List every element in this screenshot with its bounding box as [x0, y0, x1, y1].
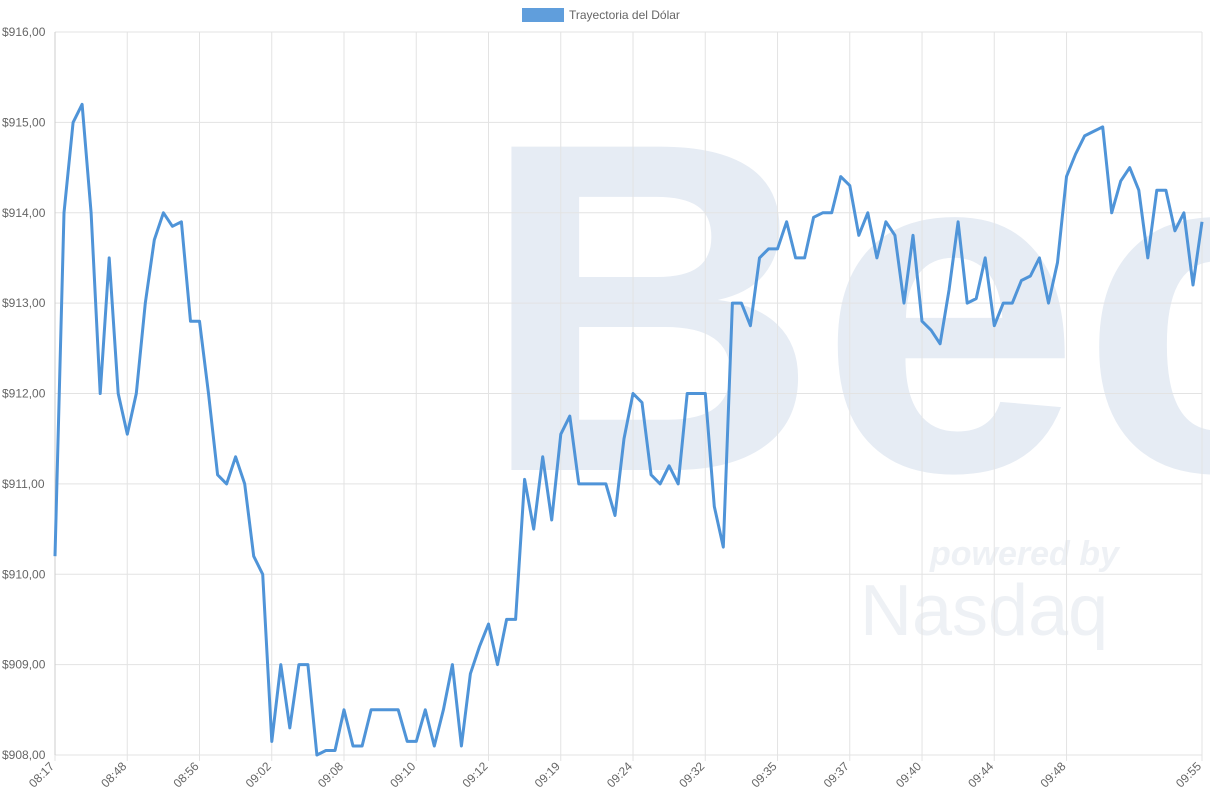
x-tick-label: 09:40 — [893, 759, 924, 790]
watermark-tagline: powered by — [929, 535, 1121, 573]
watermark-brand: Nasdaq — [860, 571, 1108, 651]
x-tick-label: 09:08 — [315, 759, 346, 790]
legend-item: Trayectoria del Dólar — [522, 8, 680, 22]
x-tick-label: 08:17 — [26, 759, 57, 790]
line-series — [53, 102, 1204, 757]
x-tick-label: 09:37 — [821, 759, 852, 790]
x-tick-label: 09:48 — [1038, 759, 1069, 790]
x-tick-label: 09:10 — [387, 759, 418, 790]
x-tick-label: 09:19 — [532, 759, 563, 790]
legend-swatch — [522, 8, 564, 22]
x-tick-label: 09:32 — [676, 759, 707, 790]
y-tick-label: $914,00 — [2, 206, 46, 220]
y-tick-label: $915,00 — [2, 115, 46, 129]
watermark-logo: Bec — [480, 45, 1210, 570]
x-tick-label: 09:12 — [459, 759, 490, 790]
y-tick-label: $912,00 — [2, 387, 46, 401]
y-tick-label: $909,00 — [2, 658, 46, 672]
x-tick-label: 09:55 — [1173, 759, 1204, 790]
y-tick-label: $916,00 — [2, 25, 46, 39]
x-tick-label: 09:35 — [749, 759, 780, 790]
y-tick-label: $908,00 — [2, 748, 46, 762]
x-tick-label: 08:48 — [98, 759, 129, 790]
x-tick-label: 09:02 — [243, 759, 274, 790]
x-tick-label: 09:44 — [965, 759, 996, 790]
x-tick-label: 09:24 — [604, 759, 635, 790]
legend-label: Trayectoria del Dólar — [569, 8, 680, 22]
y-tick-label: $911,00 — [2, 477, 45, 491]
y-tick-label: $910,00 — [2, 567, 46, 581]
y-tick-label: $913,00 — [2, 296, 46, 310]
x-tick-label: 08:56 — [170, 759, 201, 790]
